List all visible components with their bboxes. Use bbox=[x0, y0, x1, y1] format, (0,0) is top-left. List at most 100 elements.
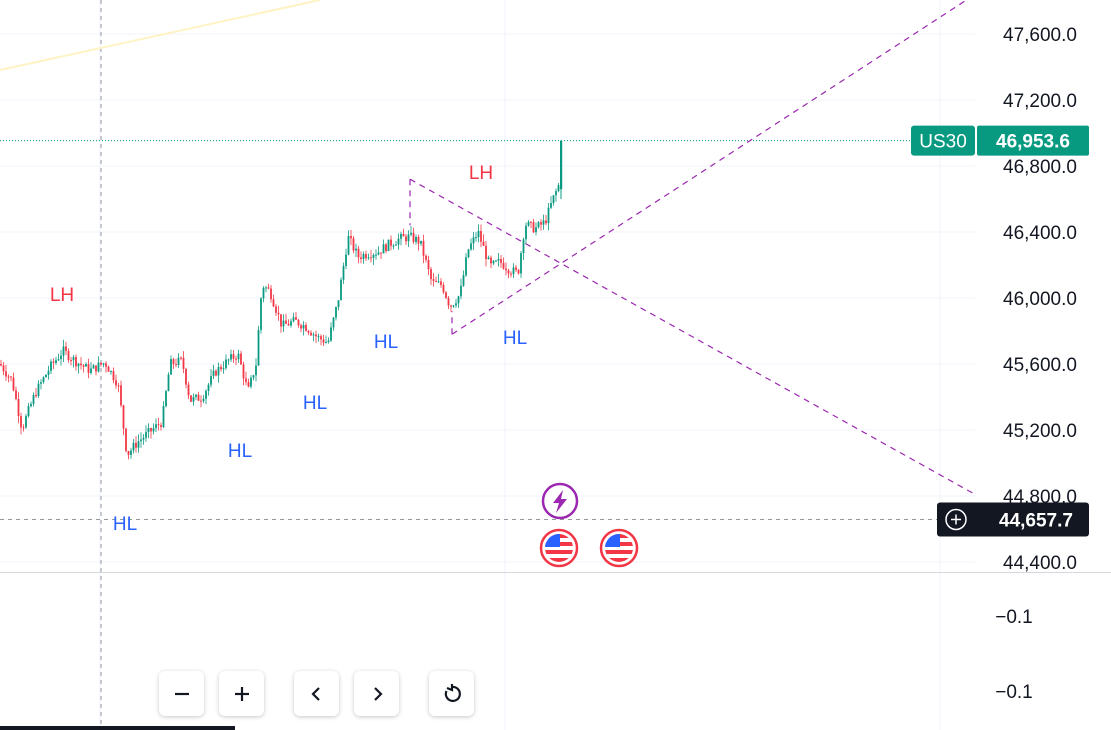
lower-rising-trendline bbox=[451, 0, 966, 335]
candle-body bbox=[157, 424, 160, 426]
candle-body bbox=[362, 254, 365, 260]
flag-stripe bbox=[545, 554, 573, 558]
candle-body bbox=[390, 239, 392, 246]
reset-chart-button[interactable] bbox=[429, 671, 474, 716]
candle-body bbox=[65, 346, 67, 351]
candle-body bbox=[152, 428, 155, 432]
plus-icon bbox=[234, 686, 249, 701]
candle-body bbox=[477, 230, 480, 238]
candle-body bbox=[442, 284, 445, 293]
us-flag-icon[interactable] bbox=[599, 528, 639, 568]
candle-body bbox=[45, 374, 47, 378]
candle-body bbox=[25, 415, 27, 428]
candle-body bbox=[505, 268, 507, 271]
candle-body bbox=[402, 233, 405, 237]
flag-stripe bbox=[605, 554, 633, 558]
symbol-badge bbox=[911, 125, 975, 156]
candle-body bbox=[445, 292, 447, 299]
us-flag-icon[interactable] bbox=[539, 528, 579, 568]
candle-body bbox=[272, 299, 275, 307]
candle-body bbox=[242, 364, 245, 379]
candle-body bbox=[10, 376, 12, 378]
candle-body bbox=[137, 441, 140, 448]
candle-body bbox=[200, 400, 202, 402]
candle-body bbox=[275, 306, 277, 313]
candle-body bbox=[145, 432, 147, 438]
candle-body bbox=[190, 395, 192, 402]
candle-body bbox=[297, 319, 300, 326]
candle-body bbox=[327, 340, 330, 342]
zoom-in-button[interactable] bbox=[219, 671, 264, 716]
candle-body bbox=[312, 334, 315, 336]
candles bbox=[0, 140, 563, 460]
candle-body bbox=[260, 298, 262, 330]
candle-body bbox=[377, 252, 380, 255]
candle-body bbox=[270, 288, 272, 300]
candle-body bbox=[525, 225, 527, 240]
candle-body bbox=[407, 234, 410, 242]
lightning-icon[interactable] bbox=[541, 482, 579, 520]
candle-body bbox=[552, 195, 555, 204]
scroll-right-button[interactable] bbox=[354, 671, 399, 716]
candle-body bbox=[502, 262, 505, 269]
candle-body bbox=[277, 312, 280, 315]
pane-separator[interactable] bbox=[0, 572, 1111, 573]
candle-body bbox=[532, 222, 535, 233]
candle-body bbox=[527, 221, 530, 226]
candle-body bbox=[97, 362, 100, 372]
candle-body bbox=[487, 257, 490, 260]
flag-stripe bbox=[605, 558, 633, 562]
candle-body bbox=[17, 399, 20, 417]
candle-body bbox=[497, 259, 500, 261]
candle-body bbox=[57, 359, 60, 361]
candle-body bbox=[227, 359, 230, 361]
candle-body bbox=[427, 259, 430, 270]
candle-body bbox=[367, 257, 370, 259]
zoom-out-button[interactable] bbox=[159, 671, 204, 716]
candle-body bbox=[287, 323, 290, 326]
candle-body bbox=[385, 244, 387, 252]
candle-body bbox=[12, 377, 15, 391]
candle-body bbox=[27, 406, 30, 416]
candle-body bbox=[372, 255, 375, 258]
candle-body bbox=[355, 248, 357, 251]
candle-body bbox=[555, 191, 557, 196]
candle-body bbox=[430, 269, 432, 280]
candle-body bbox=[332, 317, 335, 328]
candle-body bbox=[262, 287, 265, 299]
candle-body bbox=[235, 358, 237, 360]
crosshair-lines bbox=[0, 0, 975, 730]
candle-body bbox=[197, 394, 200, 401]
crosshair-price-label: 44,657.7 bbox=[999, 510, 1073, 531]
lightning-bolt bbox=[553, 490, 567, 513]
lower-high-label: LH bbox=[50, 285, 74, 306]
scroll-left-button[interactable] bbox=[294, 671, 339, 716]
candle-body bbox=[507, 270, 510, 274]
candle-body bbox=[405, 236, 407, 242]
add-alert-icon[interactable] bbox=[945, 508, 967, 531]
candle-body bbox=[395, 244, 397, 246]
candle-body bbox=[447, 298, 450, 306]
price-tick-label: 47,200.0 bbox=[1003, 91, 1077, 112]
candle-body bbox=[215, 370, 217, 376]
candle-body bbox=[560, 140, 563, 190]
candle-body bbox=[422, 240, 425, 256]
event-markers[interactable] bbox=[539, 482, 639, 568]
candle-body bbox=[35, 394, 37, 397]
swing-labels: LH LH HL HL HL HL HL bbox=[50, 163, 527, 535]
flag-stripe bbox=[605, 546, 633, 550]
candle-body bbox=[257, 329, 260, 366]
candle-body bbox=[345, 254, 347, 266]
candle-body bbox=[392, 245, 395, 247]
candle-body bbox=[252, 375, 255, 378]
candle-body bbox=[62, 346, 65, 356]
candle-body bbox=[177, 357, 180, 365]
candle-body bbox=[315, 334, 317, 337]
candle-body bbox=[175, 364, 177, 366]
price-axis[interactable]: 47,600.0 47,200.0 46,800.0 46,400.0 46,000.0… bbox=[975, 0, 1111, 730]
higher-low-label: HL bbox=[113, 514, 137, 535]
candle-body bbox=[255, 365, 257, 376]
candle-body bbox=[400, 233, 402, 239]
candle-body bbox=[162, 406, 165, 428]
